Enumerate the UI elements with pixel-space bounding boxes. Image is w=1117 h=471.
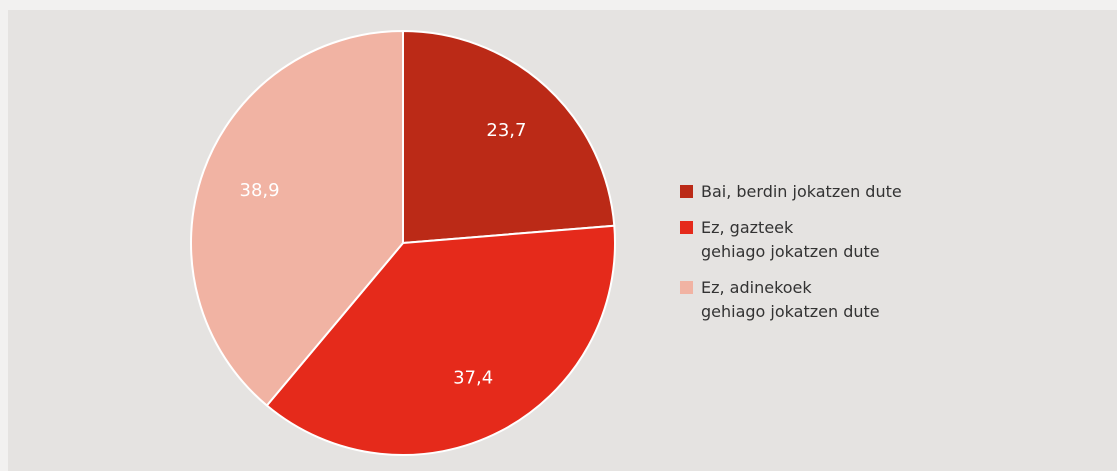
legend-item: Ez, gazteek gehiago jokatzen dute: [680, 216, 902, 264]
legend: Bai, berdin jokatzen dute Ez, gazteek geh…: [680, 180, 902, 336]
legend-swatch: [680, 221, 693, 234]
pie-slice: [190, 29, 404, 407]
legend-item: Ez, adinekoek gehiago jokatzen dute: [680, 276, 902, 324]
legend-swatch: [680, 185, 693, 198]
value-label: 37,4: [453, 368, 493, 389]
legend-label: Ez, adinekoek gehiago jokatzen dute: [701, 278, 880, 321]
value-label: 23,7: [486, 120, 526, 141]
legend-label: Bai, berdin jokatzen dute: [701, 182, 902, 201]
pie-slice: [402, 29, 616, 245]
legend-swatch: [680, 281, 693, 294]
legend-item: Bai, berdin jokatzen dute: [680, 180, 902, 204]
pie-slice: [265, 224, 616, 456]
legend-label: Ez, gazteek gehiago jokatzen dute: [701, 218, 880, 261]
value-label: 38,9: [240, 180, 280, 201]
